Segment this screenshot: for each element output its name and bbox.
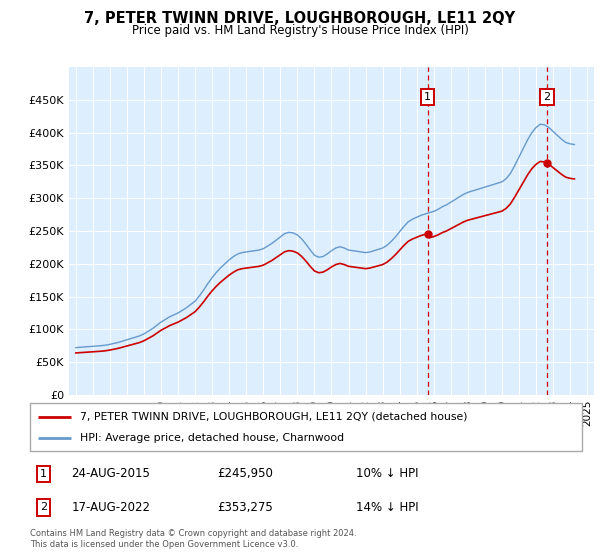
Text: Contains HM Land Registry data © Crown copyright and database right 2024.
This d: Contains HM Land Registry data © Crown c…	[30, 529, 356, 549]
Text: 14% ↓ HPI: 14% ↓ HPI	[356, 501, 418, 514]
FancyBboxPatch shape	[30, 403, 582, 451]
Text: £353,275: £353,275	[218, 501, 274, 514]
Text: 7, PETER TWINN DRIVE, LOUGHBOROUGH, LE11 2QY: 7, PETER TWINN DRIVE, LOUGHBOROUGH, LE11…	[85, 11, 515, 26]
Text: 1: 1	[424, 92, 431, 102]
Text: 24-AUG-2015: 24-AUG-2015	[71, 468, 150, 480]
Text: HPI: Average price, detached house, Charnwood: HPI: Average price, detached house, Char…	[80, 433, 344, 444]
Text: 1: 1	[40, 469, 47, 479]
Text: 7, PETER TWINN DRIVE, LOUGHBOROUGH, LE11 2QY (detached house): 7, PETER TWINN DRIVE, LOUGHBOROUGH, LE11…	[80, 412, 467, 422]
Text: 10% ↓ HPI: 10% ↓ HPI	[356, 468, 418, 480]
Text: £245,950: £245,950	[218, 468, 274, 480]
Text: 2: 2	[544, 92, 551, 102]
Text: 2: 2	[40, 502, 47, 512]
Text: 17-AUG-2022: 17-AUG-2022	[71, 501, 151, 514]
Text: Price paid vs. HM Land Registry's House Price Index (HPI): Price paid vs. HM Land Registry's House …	[131, 24, 469, 36]
